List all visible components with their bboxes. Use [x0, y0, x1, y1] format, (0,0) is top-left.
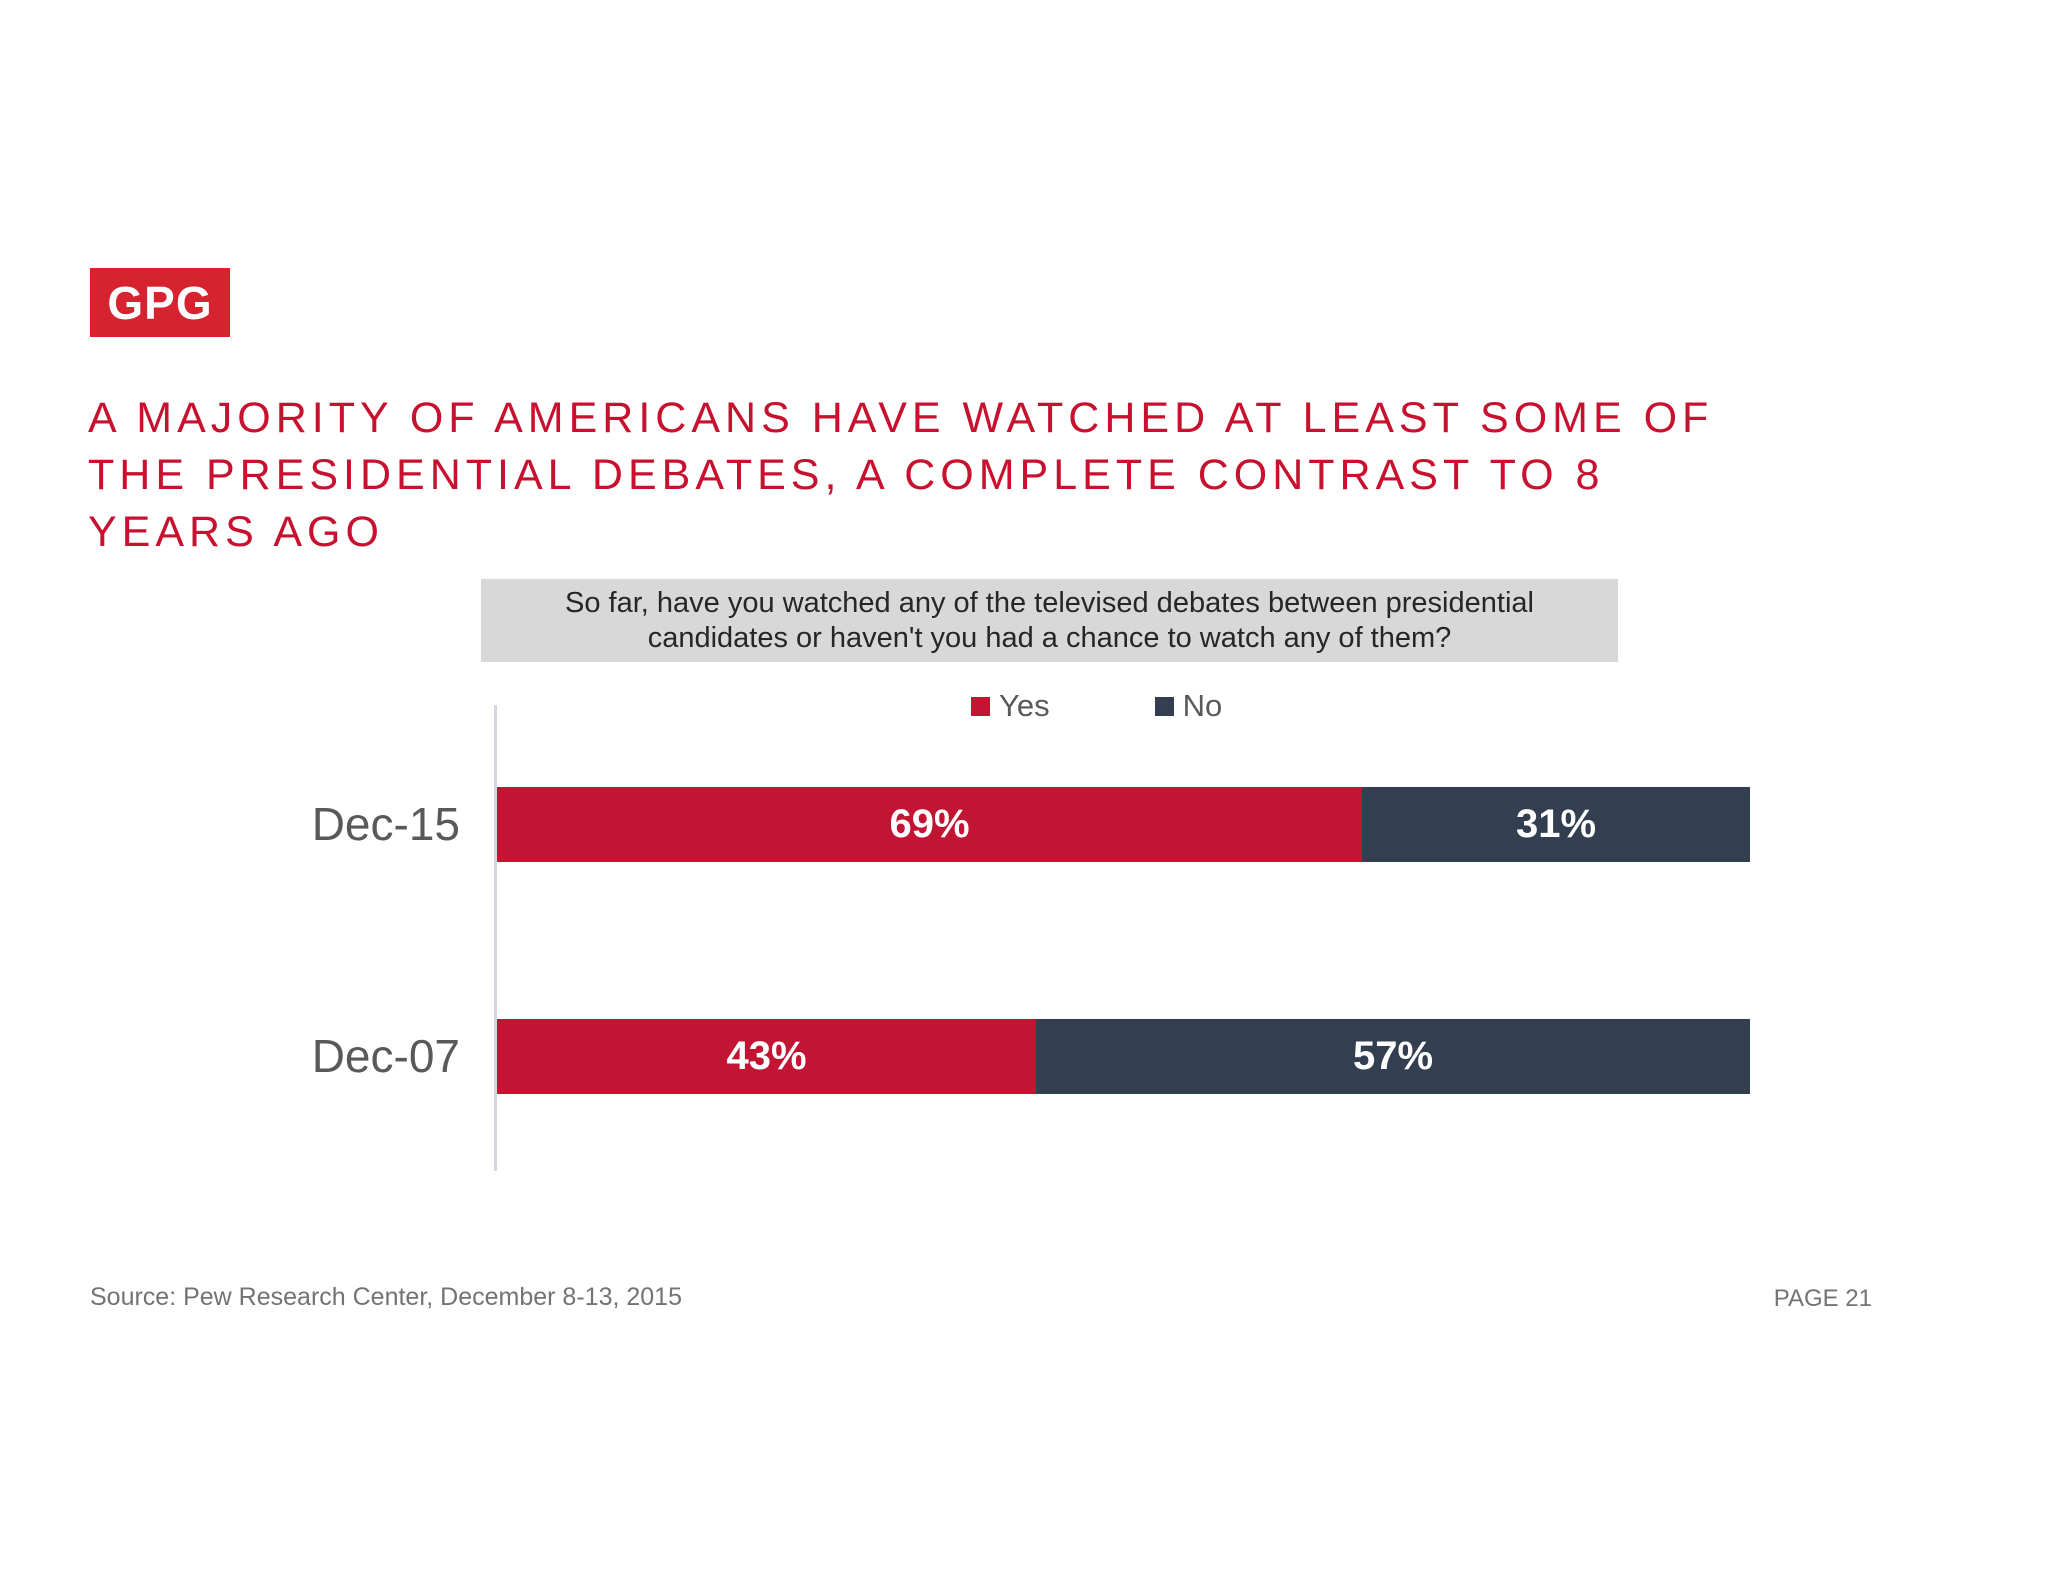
bar-segment-no: 57% [1036, 1019, 1750, 1094]
bar-row-dec-15: Dec-15 69% 31% [0, 787, 2048, 862]
bar-segment-yes: 43% [497, 1019, 1036, 1094]
chart-y-axis-line [494, 705, 497, 1171]
page-title-line: YEARS AGO [88, 508, 384, 556]
page-title: A MAJORITY OF AMERICANS HAVE WATCHED AT … [88, 390, 1713, 561]
gpg-logo: GPG [90, 268, 230, 337]
page-title-line: A MAJORITY OF AMERICANS HAVE WATCHED AT … [88, 394, 1714, 442]
legend-label: Yes [999, 688, 1050, 723]
bar-value-label: 31% [1515, 802, 1597, 846]
bar-segment-yes: 69% [497, 787, 1362, 862]
bar-value-label: 69% [889, 802, 970, 846]
survey-question-banner: So far, have you watched any of the tele… [481, 579, 1618, 662]
source-text: Source: Pew Research Center, December 8-… [90, 1283, 682, 1311]
legend-swatch-no [1154, 696, 1174, 716]
legend-label: No [1182, 688, 1223, 723]
legend-item-yes: Yes [971, 688, 1050, 724]
legend-swatch-yes [971, 696, 990, 716]
page-title-line: THE PRESIDENTIAL DEBATES, A COMPLETE CON… [88, 451, 1605, 499]
chart-legend: Yes No [971, 686, 1222, 726]
bar-category-label: Dec-07 [311, 1030, 460, 1082]
bar-category-label: Dec-15 [311, 798, 460, 850]
bar-row-dec-07: Dec-07 43% 57% [0, 1019, 2048, 1094]
page-number: PAGE 21 [1773, 1285, 1872, 1312]
gpg-logo-text: GPG [107, 276, 213, 329]
survey-question-text: So far, have you watched any of the tele… [565, 586, 1534, 654]
bar-value-label: 57% [1352, 1034, 1434, 1078]
bar-value-label: 43% [726, 1034, 807, 1078]
legend-item-no: No [1154, 688, 1223, 724]
bar-segment-no: 31% [1362, 787, 1750, 862]
